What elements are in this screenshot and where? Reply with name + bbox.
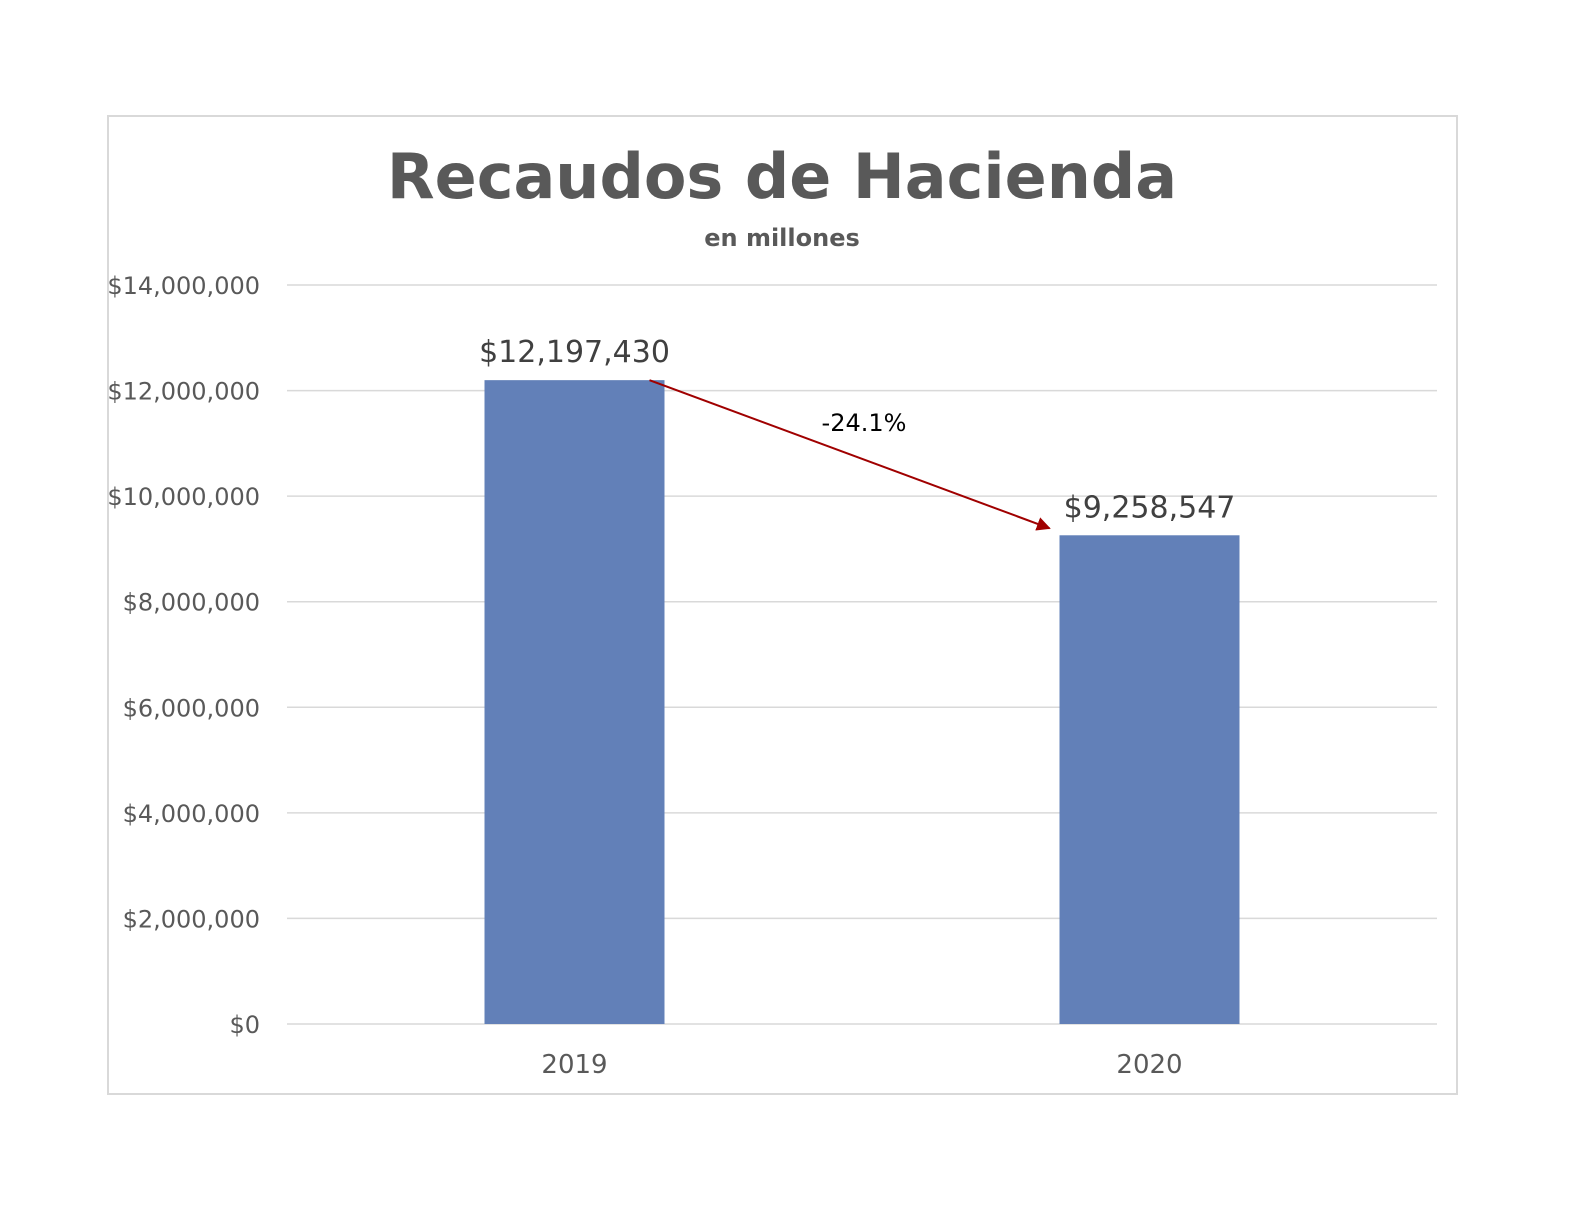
y-tick-label: $4,000,000 bbox=[123, 800, 260, 828]
change-annotation: -24.1% bbox=[649, 379, 1051, 531]
x-axis-ticks: 2019 2020 bbox=[541, 1050, 1182, 1080]
y-tick-label: $12,000,000 bbox=[107, 378, 260, 406]
x-tick-label: 2019 bbox=[541, 1050, 607, 1080]
bar-2019 bbox=[484, 380, 665, 1025]
change-percent-label: -24.1% bbox=[822, 409, 907, 437]
y-tick-label: $14,000,000 bbox=[107, 272, 260, 300]
gridlines bbox=[287, 284, 1437, 1025]
data-labels: $12,197,430 $9,258,547 bbox=[479, 335, 1235, 525]
y-tick-label: $0 bbox=[229, 1011, 260, 1039]
y-tick-label: $8,000,000 bbox=[123, 589, 260, 617]
y-axis-ticks: $0 $2,000,000 $4,000,000 $6,000,000 $8,000,0… bbox=[107, 272, 260, 1039]
change-arrow bbox=[649, 379, 1051, 531]
x-tick-label: 2020 bbox=[1116, 1050, 1182, 1080]
chart-subtitle: en millones bbox=[704, 224, 860, 252]
bar-2020 bbox=[1059, 535, 1240, 1024]
y-tick-label: $6,000,000 bbox=[123, 694, 260, 722]
y-tick-label: $10,000,000 bbox=[107, 483, 260, 511]
bars bbox=[484, 380, 1240, 1025]
chart-title: Recaudos de Hacienda bbox=[387, 140, 1177, 213]
data-label: $12,197,430 bbox=[479, 335, 670, 370]
data-label: $9,258,547 bbox=[1064, 490, 1236, 525]
y-tick-label: $2,000,000 bbox=[123, 905, 260, 933]
